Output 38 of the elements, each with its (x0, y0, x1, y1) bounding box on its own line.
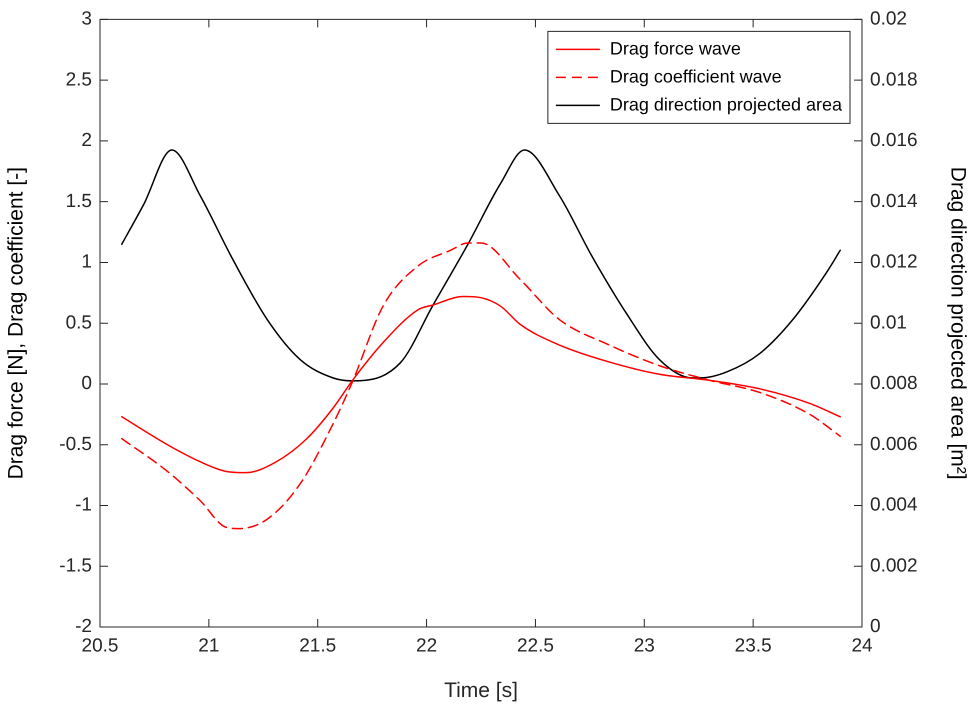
line-series (121, 149, 841, 382)
y2-tick-label: 0.006 (870, 434, 918, 455)
y-tick-label: -0.5 (59, 434, 92, 455)
y-tick-label: 2 (81, 130, 92, 152)
legend-label: Drag direction projected area (610, 94, 843, 114)
x-tick-label: 21.5 (299, 636, 336, 657)
x-tick-label: 23.5 (734, 636, 772, 657)
y2-tick-label: 0.02 (870, 8, 907, 30)
y-tick-label: 0 (81, 373, 92, 394)
y2-tick-label: 0.004 (870, 494, 918, 516)
x-tick-label: 23 (634, 636, 655, 657)
y-tick-label: 3 (81, 8, 92, 30)
y-tick-label: -1.5 (59, 555, 92, 576)
y-tick-label: -2 (75, 616, 92, 638)
legend-label: Drag coefficient wave (610, 66, 782, 86)
y2-tick-label: 0.008 (870, 373, 918, 394)
y-tick-label: 0.5 (66, 312, 92, 334)
x-tick-label: 21 (198, 636, 220, 657)
y2-tick-label: 0.012 (870, 252, 918, 273)
x-tick-label: 24 (851, 636, 873, 657)
y-tick-label: 1.5 (66, 190, 92, 212)
y2-tick-label: 0.016 (870, 130, 918, 152)
x-axis-title: Time [s] (444, 679, 518, 702)
y2-tick-label: 0.01 (870, 312, 907, 334)
legend-label: Drag force wave (610, 38, 741, 58)
x-tick-label: 20.5 (82, 636, 118, 657)
y-tick-label: -1 (75, 494, 92, 516)
x-tick-label: 22 (416, 636, 438, 657)
y-tick-label: 1 (81, 252, 92, 273)
y-tick-label: 2.5 (66, 69, 92, 90)
x-tick-label: 22.5 (516, 636, 554, 657)
y2-tick-label: 0 (870, 616, 881, 638)
y2-tick-label: 0.018 (870, 69, 918, 90)
y2-axis-title: Drag direction projected area [m²] (946, 166, 970, 480)
line-series (121, 242, 841, 530)
y-axis-title: Drag force [N], Drag coefficient [-] (4, 166, 28, 480)
y2-tick-label: 0.014 (870, 190, 918, 212)
y2-tick-label: 0.002 (870, 555, 918, 576)
